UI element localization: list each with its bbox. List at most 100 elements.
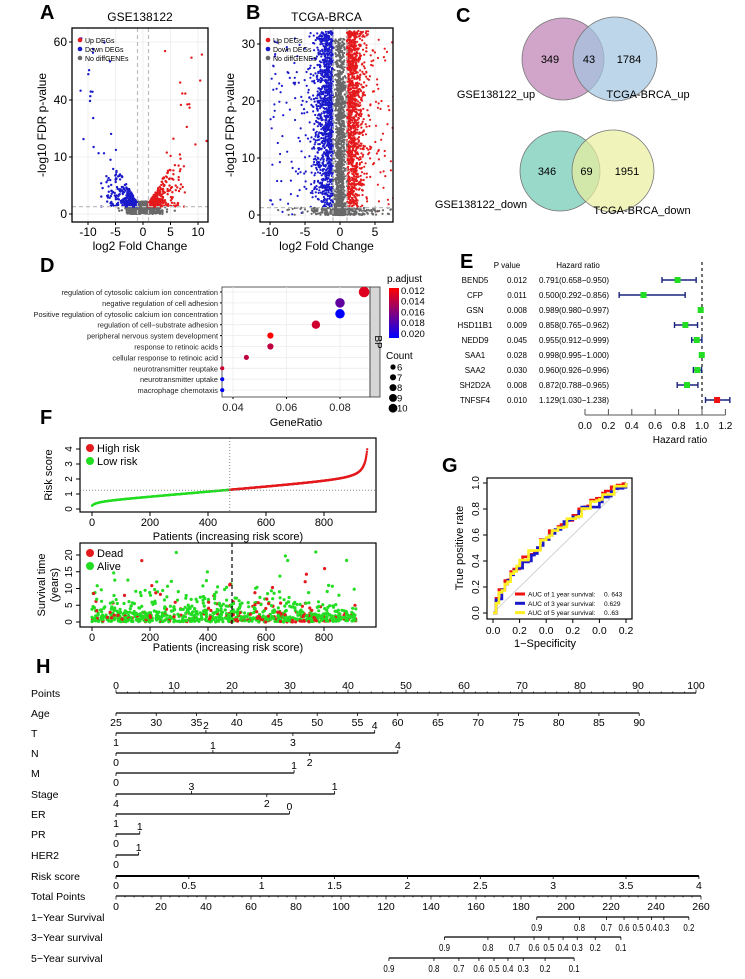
point-down-deg [107,190,111,193]
point-up-deg [362,107,365,110]
point-down-deg [120,185,124,189]
point-down-deg [299,171,302,174]
point-down-deg [317,146,320,150]
point-up-deg [362,118,365,121]
point-down-deg [331,32,334,35]
point-no-diff [343,48,346,51]
point-no-diff [337,137,340,140]
point-up-deg [352,183,355,186]
point-up-deg [347,89,350,92]
point-down-deg [278,161,281,164]
point-down-deg [327,38,330,41]
point-down-deg [299,127,302,130]
point-down-deg [301,99,304,102]
point-down-deg [124,204,128,208]
point-up-deg [166,171,169,174]
point-down-deg [311,192,314,195]
point-up-deg [349,97,352,100]
point-up-deg [348,73,351,76]
point-up-deg [173,164,177,167]
point-up-deg [355,183,358,186]
point-down-deg [270,77,273,80]
point-up-deg [361,133,364,137]
point-no-diff [335,173,338,177]
point-down-deg [316,125,319,128]
point-down-deg [324,60,327,64]
point-up-deg [349,130,352,133]
point-down-deg [323,65,326,68]
point-up-deg [351,34,355,37]
x-tick-label: 10 [191,225,205,239]
point-down-deg [306,111,309,114]
point-no-diff [342,127,345,130]
point-up-deg [360,142,363,145]
point-down-deg [319,115,322,118]
point-down-deg [328,42,332,45]
point-down-deg [325,47,328,50]
point-up-deg [347,135,350,138]
point-up-deg [356,193,359,196]
point-down-deg [278,82,281,85]
point-no-diff [336,59,339,62]
point-up-deg [363,67,366,70]
point-up-deg [355,102,358,105]
point-no-diff [335,193,338,196]
point-up-deg [358,32,361,35]
point-down-deg [286,71,289,74]
point-up-deg [353,184,356,187]
y-tick-label: 10 [54,150,68,164]
point-down-deg [313,160,316,164]
point-up-deg [406,192,408,194]
point-up-deg [199,79,202,82]
point-up-deg [362,178,365,182]
point-down-deg [310,183,313,186]
point-up-deg [357,136,361,139]
data-points [269,29,408,217]
point-up-deg [368,125,371,128]
point-down-deg [315,107,318,110]
point-down-deg [325,88,328,91]
point-down-deg [329,106,332,109]
point-up-deg [355,188,358,191]
point-up-deg [350,113,353,116]
point-up-deg [355,98,358,101]
point-down-deg [322,164,326,167]
point-up-deg [347,75,350,78]
point-up-deg [363,42,366,45]
point-down-deg [108,196,111,199]
point-down-deg [293,83,296,86]
point-up-deg [352,158,355,161]
point-up-deg [356,173,359,176]
point-down-deg [316,94,319,97]
point-up-deg [172,169,175,172]
plot-title: GSE138122 [107,10,173,24]
point-up-deg [367,30,370,33]
point-up-deg [159,186,162,190]
point-no-diff [336,54,339,57]
point-up-deg [359,174,362,177]
point-down-deg [328,128,331,131]
point-down-deg [290,160,293,163]
point-down-deg [316,171,320,174]
point-up-deg [355,175,358,178]
point-up-deg [150,197,153,200]
point-up-deg [363,53,366,56]
point-up-deg [357,103,360,106]
point-up-deg [359,73,362,76]
point-up-deg [357,140,360,143]
point-up-deg [350,196,353,199]
point-up-deg [356,40,359,43]
point-down-deg [132,198,136,201]
point-up-deg [166,190,169,193]
point-up-deg [372,162,376,165]
point-down-deg [324,126,328,129]
point-up-deg [356,112,359,115]
point-down-deg [329,60,332,63]
point-up-deg [406,207,408,209]
point-down-deg [330,167,333,170]
point-up-deg [345,53,349,56]
point-up-deg [398,52,400,54]
point-up-deg [349,106,352,109]
point-up-deg [349,109,352,112]
